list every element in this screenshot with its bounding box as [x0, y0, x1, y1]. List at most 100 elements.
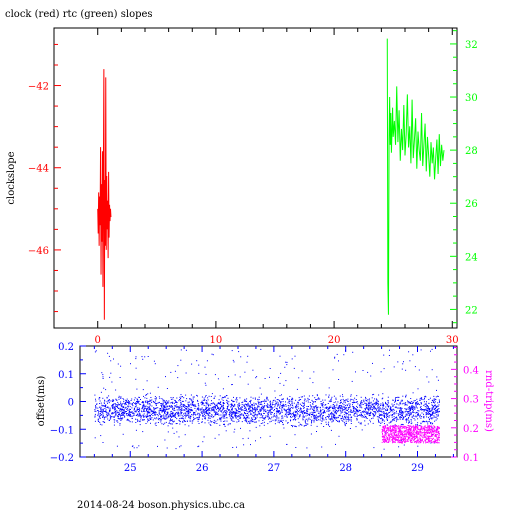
- offset-point: [291, 403, 293, 404]
- offset-point: [400, 439, 402, 441]
- offset-point: [416, 401, 418, 403]
- rnd-trip-point: [415, 425, 416, 427]
- offset-point: [150, 413, 152, 415]
- offset-point: [150, 415, 151, 416]
- offset-point: [285, 420, 287, 422]
- rnd-trip-point: [401, 439, 403, 440]
- offset-point: [357, 411, 359, 413]
- offset-point: [349, 400, 351, 402]
- offset-point: [420, 397, 422, 399]
- offset-point: [353, 402, 355, 404]
- rnd-trip-point: [424, 425, 426, 427]
- offset-point: [399, 410, 401, 411]
- offset-point: [417, 412, 419, 414]
- offset-point: [111, 412, 113, 414]
- offset-point: [321, 420, 323, 422]
- rnd-trip-point: [437, 429, 439, 431]
- offset-point: [104, 402, 105, 404]
- offset-point: [399, 414, 401, 415]
- offset-point: [138, 445, 140, 447]
- offset-point: [222, 416, 224, 418]
- offset-point: [306, 447, 308, 449]
- offset-point: [177, 365, 179, 367]
- rnd-trip-point: [416, 433, 418, 435]
- offset-point: [136, 388, 138, 390]
- offset-point: [276, 416, 278, 418]
- offset-point: [356, 401, 358, 403]
- rnd-trip-point: [423, 430, 425, 432]
- offset-point: [389, 409, 391, 411]
- offset-point: [267, 406, 269, 408]
- offset-point: [406, 421, 407, 423]
- rnd-trip-point: [400, 432, 402, 434]
- offset-point: [402, 415, 403, 417]
- offset-point: [384, 423, 385, 425]
- offset-point: [176, 402, 178, 404]
- offset-point: [154, 412, 156, 414]
- offset-point: [275, 403, 277, 405]
- offset-point: [250, 400, 252, 402]
- rnd-trip-point: [408, 437, 410, 439]
- offset-point: [180, 394, 182, 396]
- offset-point: [275, 411, 277, 413]
- offset-point: [224, 411, 226, 413]
- offset-point: [405, 410, 407, 412]
- offset-point: [134, 402, 136, 404]
- offset-point: [372, 403, 374, 405]
- offset-point: [274, 413, 275, 415]
- offset-point: [254, 417, 256, 419]
- offset-point: [330, 398, 332, 400]
- rnd-trip-point: [395, 434, 397, 436]
- offset-point: [221, 398, 223, 400]
- offset-point: [113, 358, 114, 360]
- offset-point: [409, 421, 411, 423]
- offset-point: [160, 408, 162, 410]
- offset-point: [203, 410, 205, 412]
- offset-point: [386, 414, 388, 416]
- offset-point: [257, 414, 259, 416]
- offset-point: [400, 403, 402, 405]
- offset-point: [123, 401, 125, 403]
- offset-point: [207, 407, 209, 409]
- rnd-trip-point: [400, 439, 402, 440]
- offset-point: [101, 372, 103, 374]
- offset-point: [160, 417, 162, 419]
- offset-point: [106, 412, 108, 414]
- rnd-trip-point: [398, 430, 400, 432]
- offset-point: [129, 414, 131, 416]
- offset-point: [436, 410, 438, 412]
- rnd-trip-point: [412, 441, 414, 443]
- offset-point: [188, 415, 190, 417]
- rnd-trip-point: [395, 441, 396, 443]
- offset-point: [135, 356, 137, 358]
- offset-point: [372, 413, 374, 415]
- offset-point: [170, 423, 171, 425]
- offset-point: [179, 415, 181, 417]
- offset-point: [429, 408, 431, 410]
- offset-point: [223, 416, 225, 418]
- offset-point: [259, 417, 261, 419]
- rnd-trip-point: [398, 438, 400, 440]
- offset-point: [263, 424, 265, 426]
- offset-point: [95, 407, 97, 409]
- offset-point: [372, 362, 373, 364]
- offset-point: [354, 397, 356, 399]
- rnd-trip-point: [425, 436, 427, 438]
- offset-point: [228, 404, 230, 406]
- offset-point: [228, 401, 230, 403]
- rnd-trip-point: [381, 430, 383, 432]
- rnd-trip-point: [428, 438, 429, 439]
- offset-point: [355, 411, 357, 413]
- offset-point: [157, 402, 159, 404]
- rnd-trip-point: [408, 431, 410, 433]
- offset-point: [177, 406, 179, 408]
- offset-point: [250, 444, 251, 446]
- offset-point: [402, 411, 403, 413]
- offset-point: [248, 420, 250, 422]
- offset-point: [414, 366, 416, 368]
- offset-point: [368, 405, 370, 407]
- offset-point: [170, 420, 172, 422]
- offset-point: [355, 402, 357, 403]
- offset-point: [276, 413, 278, 415]
- offset-point: [306, 413, 308, 415]
